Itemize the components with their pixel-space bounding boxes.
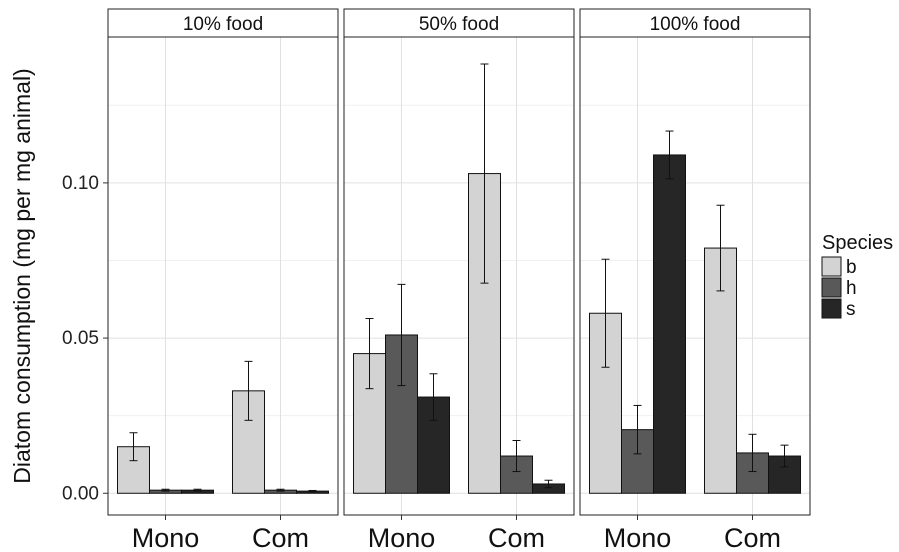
x-tick-label: Mono [368, 523, 436, 552]
panel-background [108, 37, 338, 515]
facet-strip [579, 8, 811, 38]
facet-strip [107, 8, 339, 38]
bar-s [653, 154, 686, 494]
x-tick-label: Com [724, 523, 781, 552]
bar-h [621, 429, 654, 494]
y-tick-label: 0.00 [62, 483, 99, 504]
y-tick-label: 0.10 [62, 173, 99, 194]
facet-panel [579, 8, 811, 520]
legend-key-h [821, 277, 842, 298]
facet-strip [343, 8, 575, 38]
legend-label: s [846, 299, 856, 320]
legend-key-b [821, 256, 842, 277]
facet-label: 50% food [419, 14, 499, 35]
legend-label: b [846, 257, 857, 278]
facet-panel [107, 8, 339, 520]
legend-key-s [821, 298, 842, 319]
y-axis-title: Diatom consumption (mg per mg animal) [9, 68, 35, 483]
legend-label: h [846, 278, 857, 299]
legend-title: Species [822, 232, 893, 254]
x-tick-label: Com [252, 523, 309, 552]
y-tick-label: 0.05 [62, 328, 99, 349]
facet-label: 10% food [183, 14, 263, 35]
x-tick-label: Mono [132, 523, 200, 552]
facet-label: 100% food [650, 14, 741, 35]
x-tick-label: Com [488, 523, 545, 552]
facet-panel [343, 8, 575, 520]
x-tick-label: Mono [604, 523, 672, 552]
